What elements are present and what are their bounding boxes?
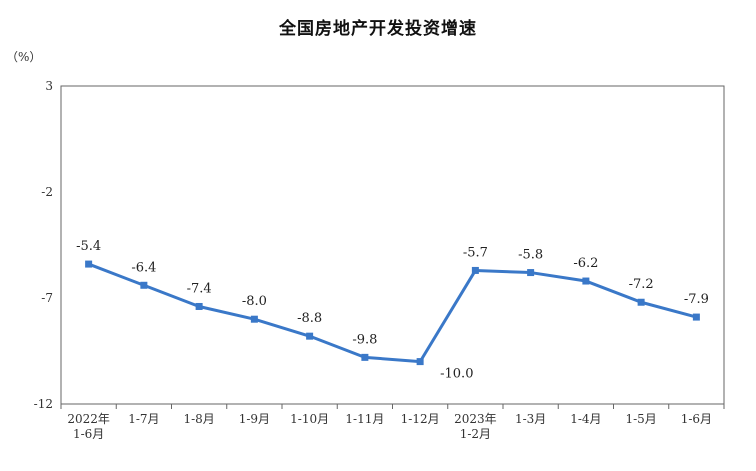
- series-line: [88, 262, 697, 364]
- data-point: [416, 358, 424, 366]
- y-axis-unit-label: （%）: [6, 50, 42, 64]
- x-tick-label: 1-11月: [345, 412, 384, 426]
- x-tick-label: 1-3月: [515, 412, 546, 426]
- x-tick-label: 1-6月: [681, 412, 712, 426]
- x-tick-label: 2023年: [454, 412, 497, 426]
- data-label: -7.4: [187, 281, 212, 296]
- data-point: [637, 298, 645, 306]
- x-tick-label: 1-7月: [128, 412, 159, 426]
- data-label: -8.0: [242, 294, 267, 309]
- x-tick-label: 1-8月: [183, 412, 214, 426]
- plot-area: [60, 85, 725, 405]
- data-label: -7.2: [629, 277, 654, 292]
- x-tick-label: 2022年: [67, 412, 110, 426]
- data-label: -5.8: [518, 248, 543, 263]
- data-point: [361, 353, 369, 361]
- y-tick-label: -12: [34, 397, 53, 411]
- data-point: [527, 269, 535, 277]
- x-tick-label: 1-5月: [625, 412, 656, 426]
- data-label: -5.7: [463, 245, 488, 260]
- data-point: [306, 332, 314, 340]
- y-tick-label: -2: [41, 185, 53, 199]
- data-label: -7.9: [684, 292, 709, 307]
- data-label: -6.4: [131, 260, 156, 275]
- y-tick-label: -7: [41, 291, 53, 305]
- y-tick-label: 3: [45, 79, 53, 93]
- data-point: [692, 313, 700, 321]
- data-label: -8.8: [297, 311, 322, 326]
- data-point: [250, 315, 258, 323]
- x-tick-label: 1-12月: [401, 412, 440, 426]
- data-point: [140, 281, 148, 289]
- x-tick-label: 1-9月: [239, 412, 270, 426]
- data-point: [85, 260, 93, 268]
- data-point: [582, 277, 590, 285]
- data-label: -10.0: [440, 367, 473, 382]
- x-tick-label: 1-4月: [570, 412, 601, 426]
- chart-title: 全国房地产开发投资增速: [279, 19, 477, 39]
- data-label: -9.8: [352, 332, 377, 347]
- x-tick-label: 1-10月: [290, 412, 329, 426]
- x-tick-label: 1-6月: [73, 427, 104, 441]
- data-point: [195, 302, 203, 310]
- data-label: -6.2: [573, 256, 598, 271]
- data-label: -5.4: [76, 239, 101, 254]
- x-tick-label: 1-2月: [460, 427, 491, 441]
- data-point: [471, 266, 479, 274]
